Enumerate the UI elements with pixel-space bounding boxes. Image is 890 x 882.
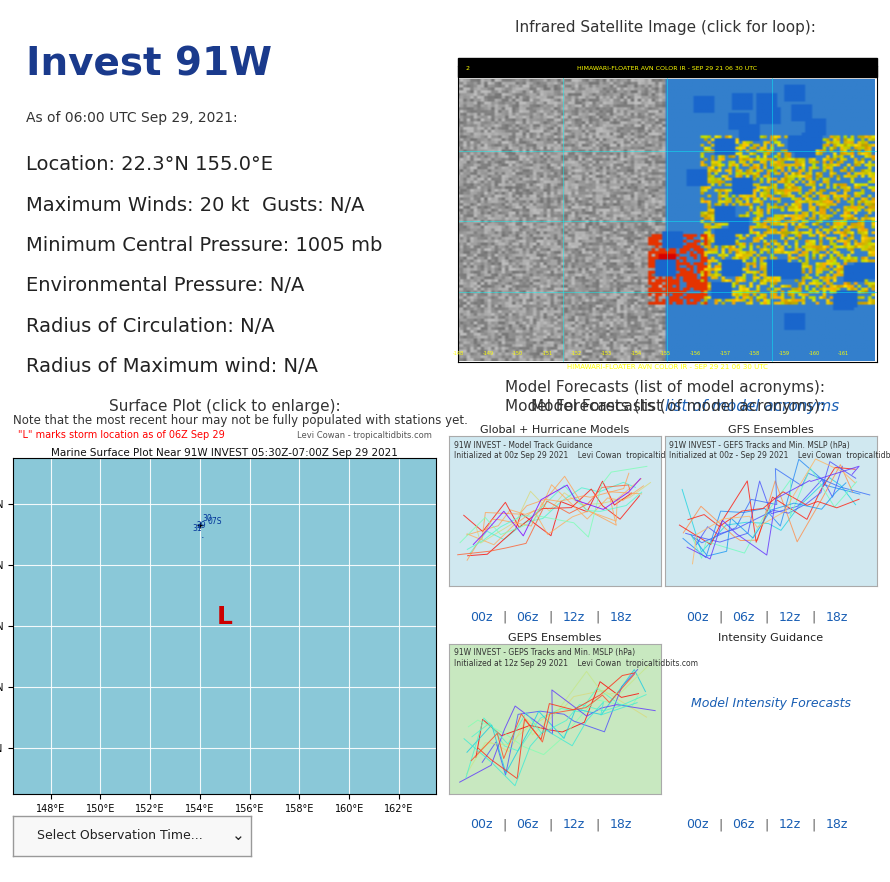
Text: |: | <box>548 610 553 624</box>
Title: Marine Surface Plot Near 91W INVEST 05:30Z-07:00Z Sep 29 2021: Marine Surface Plot Near 91W INVEST 05:3… <box>52 447 398 458</box>
Text: 06z: 06z <box>516 610 538 624</box>
Text: -160: -160 <box>808 351 820 356</box>
Text: 91W INVEST - GEPS Tracks and Min. MSLP (hPa)
Initialized at 12z Sep 29 2021    L: 91W INVEST - GEPS Tracks and Min. MSLP (… <box>454 648 698 668</box>
Text: "L" marks storm location as of 06Z Sep 29: "L" marks storm location as of 06Z Sep 2… <box>18 430 224 440</box>
Text: -150: -150 <box>512 351 523 356</box>
Text: |: | <box>718 610 723 624</box>
Text: |: | <box>502 818 506 831</box>
Text: 91W INVEST - Model Track Guidance
Initialized at 00z Sep 29 2021    Levi Cowan  : 91W INVEST - Model Track Guidance Initia… <box>454 441 698 460</box>
Text: list of model acronyms: list of model acronyms <box>665 399 839 414</box>
Text: |: | <box>595 818 600 831</box>
Text: -152: -152 <box>571 351 582 356</box>
Text: 00z: 00z <box>685 818 708 831</box>
Text: HIMAWARI-FLOATER AVN COLOR IR - SEP 29 21 06 30 UTC: HIMAWARI-FLOATER AVN COLOR IR - SEP 29 2… <box>578 66 757 71</box>
Text: 18z: 18z <box>610 610 632 624</box>
Text: |: | <box>811 610 815 624</box>
Text: -159: -159 <box>779 351 789 356</box>
Text: Minimum Central Pressure: 1005 mb: Minimum Central Pressure: 1005 mb <box>26 236 383 255</box>
Text: |: | <box>718 818 723 831</box>
Text: Invest 91W: Invest 91W <box>26 46 272 84</box>
Text: |: | <box>765 610 769 624</box>
Text: As of 06:00 UTC Sep 29, 2021:: As of 06:00 UTC Sep 29, 2021: <box>26 111 238 125</box>
Text: -153: -153 <box>601 351 612 356</box>
Text: |: | <box>548 818 553 831</box>
Text: Radius of Circulation: N/A: Radius of Circulation: N/A <box>26 317 275 336</box>
Text: Location: 22.3°N 155.0°E: Location: 22.3°N 155.0°E <box>26 155 273 175</box>
Text: 06z: 06z <box>516 818 538 831</box>
Text: -158: -158 <box>749 351 760 356</box>
Text: 12z: 12z <box>779 610 801 624</box>
Text: ⌄: ⌄ <box>231 828 245 843</box>
Text: Model Forecasts (: Model Forecasts ( <box>530 399 665 414</box>
Text: 30: 30 <box>202 514 212 523</box>
Text: Environmental Pressure: N/A: Environmental Pressure: N/A <box>26 276 304 295</box>
Title: GFS Ensembles: GFS Ensembles <box>728 425 813 436</box>
Text: 07S: 07S <box>207 517 222 526</box>
Text: Infrared Satellite Image (click for loop):: Infrared Satellite Image (click for loop… <box>514 19 815 34</box>
Text: 00z: 00z <box>470 610 492 624</box>
Text: -155: -155 <box>660 351 671 356</box>
Text: Model Intensity Forecasts: Model Intensity Forecasts <box>691 698 851 710</box>
Text: 18z: 18z <box>825 610 847 624</box>
Text: -148: -148 <box>453 351 464 356</box>
Text: 12z: 12z <box>563 610 586 624</box>
Text: |: | <box>502 610 506 624</box>
Text: -154: -154 <box>630 351 642 356</box>
Text: Model Forecasts (list of model acronyms):: Model Forecasts (list of model acronyms)… <box>506 380 825 395</box>
Text: -161: -161 <box>838 351 849 356</box>
Title: Global + Hurricane Models: Global + Hurricane Models <box>481 425 629 436</box>
Text: -151: -151 <box>542 351 553 356</box>
Text: Note that the most recent hour may not be fully populated with stations yet.: Note that the most recent hour may not b… <box>13 415 468 427</box>
Text: 91W INVEST - GEFS Tracks and Min. MSLP (hPa)
Initialized at 00z - Sep 29 2021   : 91W INVEST - GEFS Tracks and Min. MSLP (… <box>669 441 890 460</box>
Text: Model Forecasts (list of model acronyms):: Model Forecasts (list of model acronyms)… <box>506 399 825 414</box>
Text: .: . <box>201 529 205 540</box>
Text: Select Observation Time...: Select Observation Time... <box>37 829 203 842</box>
Text: 2: 2 <box>465 66 469 71</box>
Text: Surface Plot (click to enlarge):: Surface Plot (click to enlarge): <box>109 399 341 414</box>
Text: 18z: 18z <box>610 818 632 831</box>
Text: 29: 29 <box>196 521 206 530</box>
Text: Levi Cowan - tropicaltidbits.com: Levi Cowan - tropicaltidbits.com <box>297 430 432 440</box>
Text: 18z: 18z <box>825 818 847 831</box>
Text: Radius of Maximum wind: N/A: Radius of Maximum wind: N/A <box>26 357 318 376</box>
Text: 06z: 06z <box>732 818 755 831</box>
Text: Maximum Winds: 20 kt  Gusts: N/A: Maximum Winds: 20 kt Gusts: N/A <box>26 196 365 215</box>
FancyBboxPatch shape <box>458 57 877 78</box>
Text: -157: -157 <box>719 351 731 356</box>
Text: L: L <box>217 605 232 629</box>
Text: 12z: 12z <box>563 818 586 831</box>
Text: |: | <box>811 818 815 831</box>
Text: |: | <box>595 610 600 624</box>
Text: 00z: 00z <box>685 610 708 624</box>
Text: 06z: 06z <box>732 610 755 624</box>
Text: -156: -156 <box>690 351 701 356</box>
Text: 00z: 00z <box>470 818 492 831</box>
Title: GEPS Ensembles: GEPS Ensembles <box>508 633 602 643</box>
Text: 31: 31 <box>192 525 202 534</box>
X-axis label: HIMAWARI-FLOATER AVN COLOR IR - SEP 29 21 06 30 UTC: HIMAWARI-FLOATER AVN COLOR IR - SEP 29 2… <box>567 363 768 370</box>
Title: Intensity Guidance: Intensity Guidance <box>718 633 823 643</box>
Text: |: | <box>765 818 769 831</box>
Text: -149: -149 <box>482 351 493 356</box>
Text: 12z: 12z <box>779 818 801 831</box>
